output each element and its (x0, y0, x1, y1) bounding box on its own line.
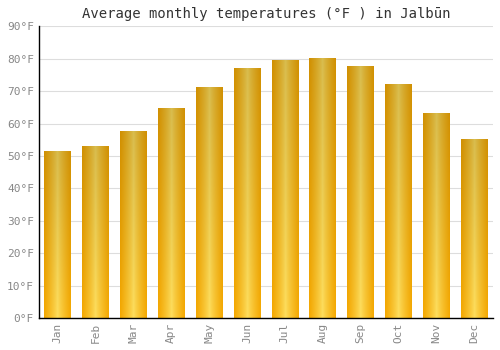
Title: Average monthly temperatures (°F ) in Jalbūn: Average monthly temperatures (°F ) in Ja… (82, 7, 450, 21)
